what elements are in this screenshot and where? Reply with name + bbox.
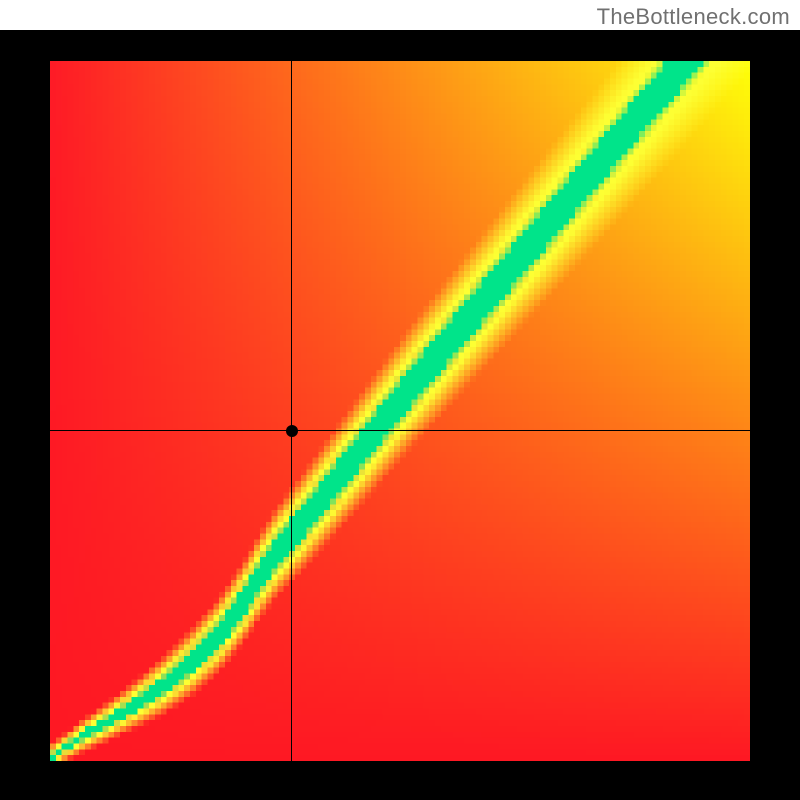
crosshair-horizontal	[50, 430, 750, 431]
watermark-text: TheBottleneck.com	[597, 4, 790, 30]
crosshair-marker	[286, 425, 298, 437]
bottleneck-heatmap	[50, 61, 750, 761]
crosshair-vertical	[291, 61, 292, 761]
